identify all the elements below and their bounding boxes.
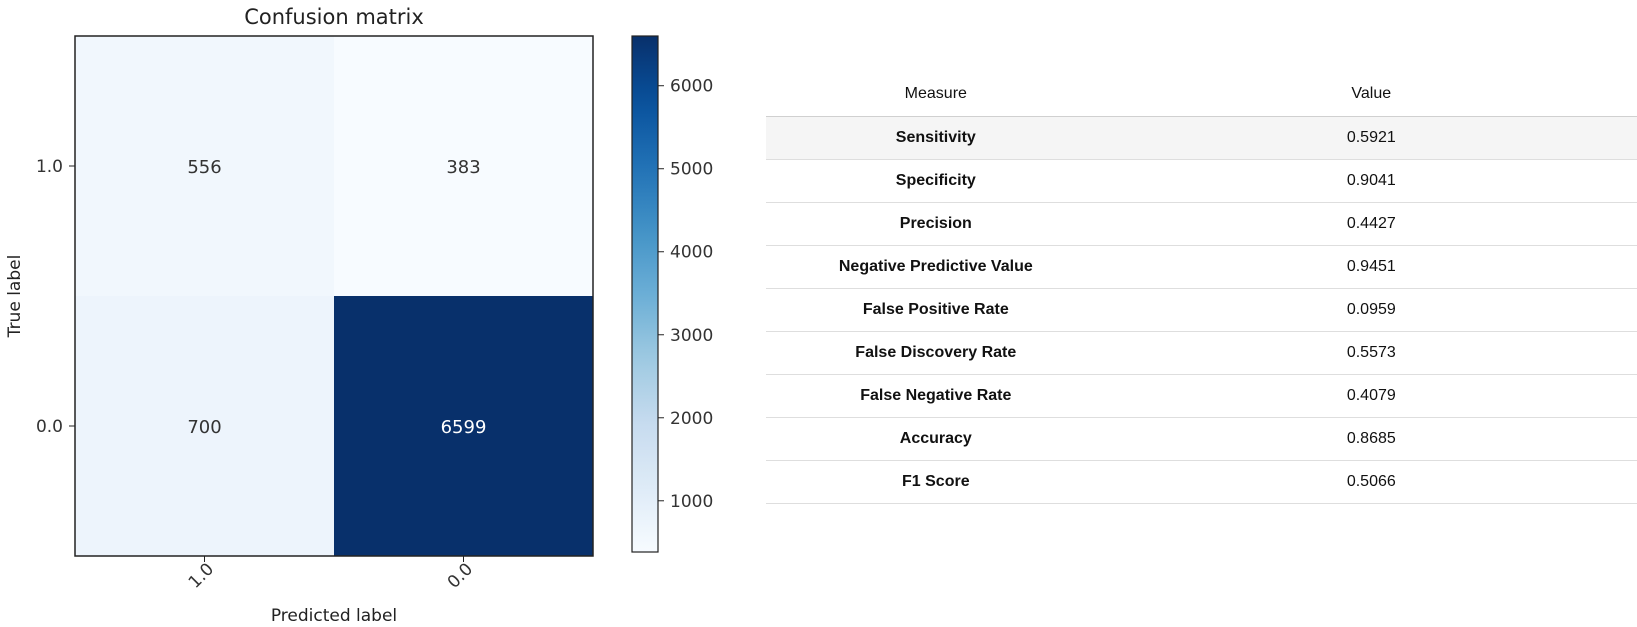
value-cell: 0.8685 <box>1105 417 1637 461</box>
heatmap-cell <box>334 36 593 296</box>
table-row: Precision 0.4427 <box>766 202 1637 246</box>
colorbar-tick-label: 2000 <box>670 409 713 429</box>
confusion-matrix-chart: Confusion matrix 556 383 700 6599 1.0 0.0 1.0 0.… <box>5 5 713 626</box>
measure-cell: Precision <box>766 202 1106 246</box>
x-tick-label: 1.0 <box>185 559 218 592</box>
colorbar <box>631 35 659 553</box>
heatmap-cell <box>334 296 593 556</box>
measure-cell: Accuracy <box>766 417 1106 461</box>
value-cell: 0.0959 <box>1105 288 1637 332</box>
measure-cell: Sensitivity <box>766 116 1106 160</box>
colorbar-tick-label: 5000 <box>670 160 713 180</box>
heatmap-frame <box>74 35 594 557</box>
y-tick-label: 0.0 <box>36 417 63 437</box>
value-cell: 0.5066 <box>1105 460 1637 504</box>
measure-cell: F1 Score <box>766 460 1106 504</box>
value-cell: 0.4427 <box>1105 202 1637 246</box>
chart-title: Confusion matrix <box>244 5 424 29</box>
colorbar-tick-label: 4000 <box>670 243 713 263</box>
cell-value-label: 6599 <box>441 417 487 438</box>
table-row: F1 Score 0.5066 <box>766 460 1637 504</box>
cell-value-label: 700 <box>187 417 221 438</box>
value-cell: 0.4079 <box>1105 374 1637 418</box>
table-row: Specificity 0.9041 <box>766 159 1637 203</box>
metrics-table: Measure Value Sensitivity 0.5921 Specifi… <box>766 72 1637 504</box>
value-column-header: Value <box>1105 72 1637 117</box>
measure-cell: False Negative Rate <box>766 374 1106 418</box>
value-cell: 0.9451 <box>1105 245 1637 289</box>
colorbar-tick-label: 1000 <box>670 492 713 512</box>
table-row: False Discovery Rate 0.5573 <box>766 331 1637 375</box>
value-cell: 0.9041 <box>1105 159 1637 203</box>
cell-value-label: 556 <box>187 157 221 178</box>
colorbar-tick-label: 3000 <box>670 326 713 346</box>
x-axis-label: Predicted label <box>271 606 397 626</box>
measure-column-header: Measure <box>766 72 1106 117</box>
table-row: Accuracy 0.8685 <box>766 417 1637 461</box>
heatmap-cell <box>75 296 334 556</box>
heatmap-cell <box>75 36 334 296</box>
measure-cell: False Positive Rate <box>766 288 1106 332</box>
value-cell: 0.5573 <box>1105 331 1637 375</box>
metrics-header-row: Measure Value <box>766 72 1637 117</box>
table-row: False Positive Rate 0.0959 <box>766 288 1637 332</box>
y-axis-label: True label <box>5 255 25 339</box>
cell-value-label: 383 <box>446 157 480 178</box>
table-row: False Negative Rate 0.4079 <box>766 374 1637 418</box>
measure-cell: Specificity <box>766 159 1106 203</box>
value-cell: 0.5921 <box>1105 116 1637 160</box>
y-tick-label: 1.0 <box>36 157 63 177</box>
x-tick-label: 0.0 <box>444 559 477 592</box>
colorbar-tick-label: 6000 <box>670 77 713 97</box>
measure-cell: Negative Predictive Value <box>766 245 1106 289</box>
table-row: Negative Predictive Value 0.9451 <box>766 245 1637 289</box>
table-row: Sensitivity 0.5921 <box>766 116 1637 160</box>
measure-cell: False Discovery Rate <box>766 331 1106 375</box>
